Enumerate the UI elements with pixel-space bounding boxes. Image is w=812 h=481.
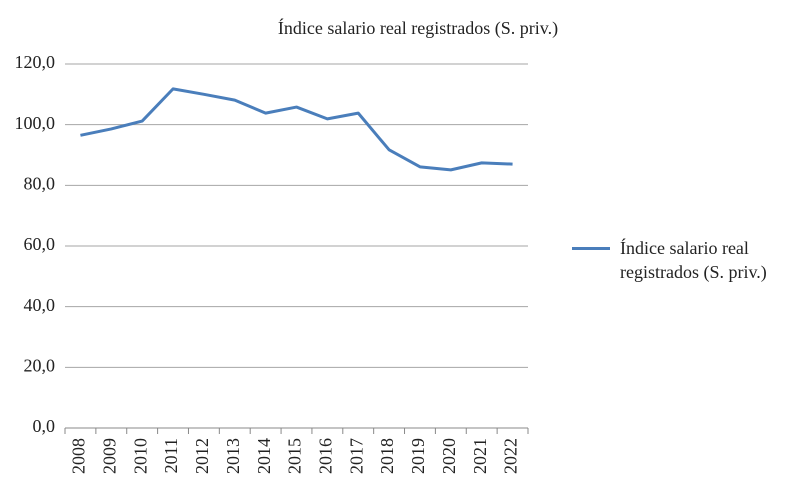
x-tick-label: 2022: [501, 438, 521, 474]
x-tick-label: 2014: [254, 438, 274, 474]
y-tick-label: 120,0: [15, 52, 56, 72]
x-tick-label: 2019: [408, 438, 428, 474]
x-tick-label: 2012: [192, 438, 212, 474]
y-tick-label: 80,0: [24, 173, 56, 193]
x-tick-label: 2013: [223, 438, 243, 474]
x-tick-label: 2011: [161, 438, 181, 473]
y-tick-label: 60,0: [24, 234, 56, 254]
x-tick-label: 2020: [439, 438, 459, 474]
x-tick-label: 2008: [69, 438, 89, 474]
x-tick-label: 2016: [315, 438, 335, 474]
legend-label: Índice salario real registrados (S. priv…: [620, 238, 767, 282]
y-tick-label: 40,0: [24, 295, 56, 315]
chart-title: Índice salario real registrados (S. priv…: [278, 17, 558, 39]
x-tick-label: 2017: [346, 438, 366, 474]
x-tick-label: 2010: [130, 438, 150, 474]
data-line: [80, 87, 513, 172]
y-tick-label: 100,0: [15, 113, 56, 133]
x-tick-label: 2009: [99, 438, 119, 474]
legend: Índice salario real registrados (S. priv…: [572, 236, 812, 284]
x-tick-label: 2018: [377, 438, 397, 474]
legend-swatch: [572, 247, 610, 250]
x-tick-label: 2021: [470, 438, 490, 474]
y-tick-label: 0,0: [33, 416, 56, 436]
y-tick-label: 20,0: [24, 355, 56, 375]
x-tick-label: 2015: [285, 438, 305, 474]
